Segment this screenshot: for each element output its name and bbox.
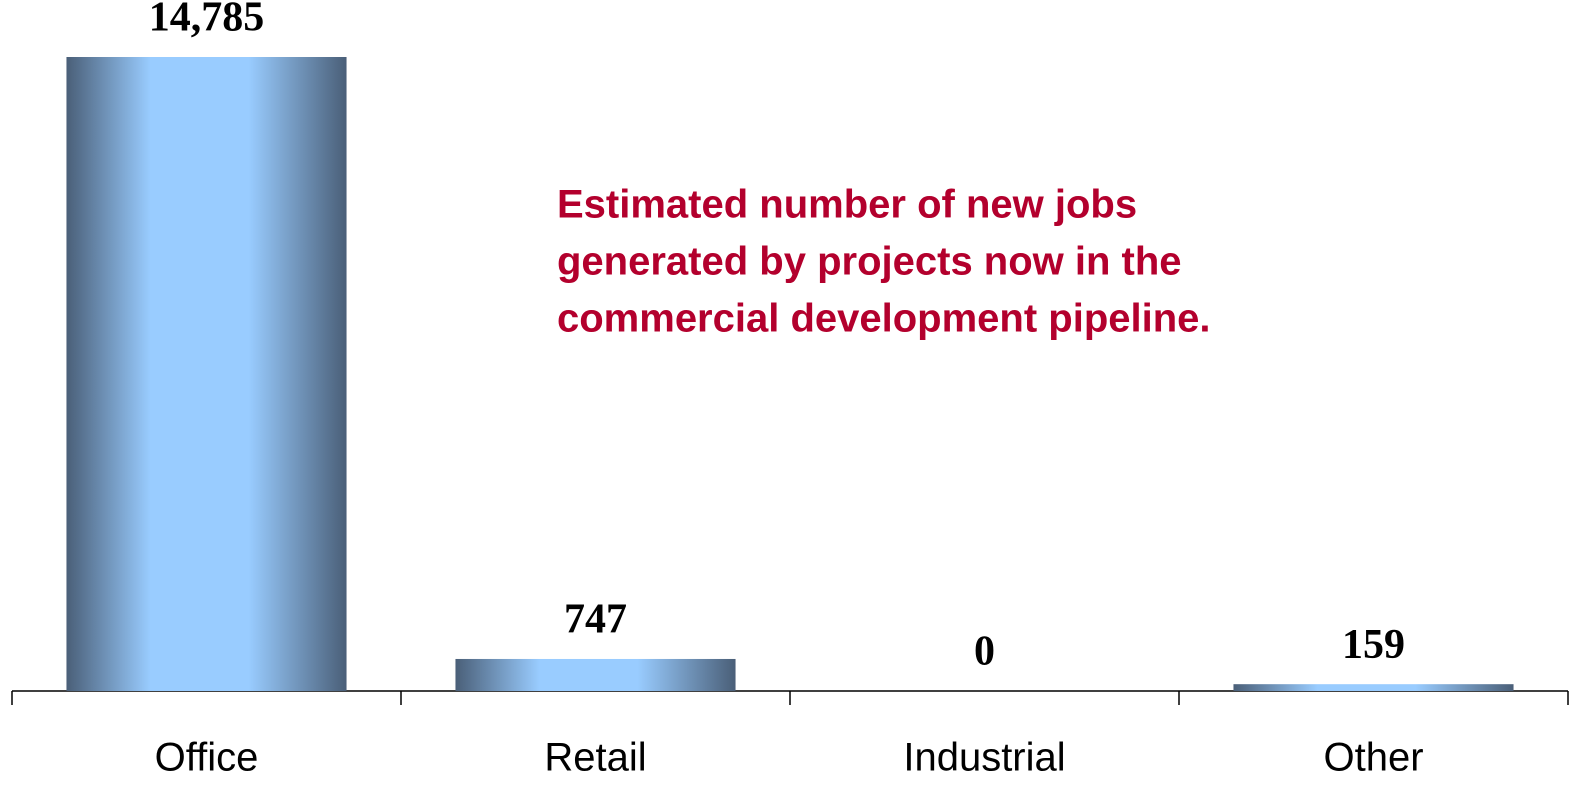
bar bbox=[1233, 684, 1514, 691]
x-tick-label: Office bbox=[155, 736, 259, 780]
x-tick-label: Retail bbox=[544, 736, 646, 780]
value-label: 159 bbox=[1342, 622, 1405, 668]
annotation: Estimated number of new jobs bbox=[557, 183, 1137, 227]
value-label: 0 bbox=[974, 629, 995, 675]
annotation: generated by projects now in the bbox=[557, 240, 1182, 284]
bar bbox=[455, 658, 736, 691]
annotation: commercial development pipeline. bbox=[557, 297, 1211, 341]
x-tick-label: Industrial bbox=[903, 736, 1065, 780]
value-label: 14,785 bbox=[149, 0, 265, 41]
x-tick-label: Other bbox=[1323, 736, 1423, 780]
bar bbox=[66, 57, 347, 691]
value-label: 747 bbox=[564, 597, 627, 643]
